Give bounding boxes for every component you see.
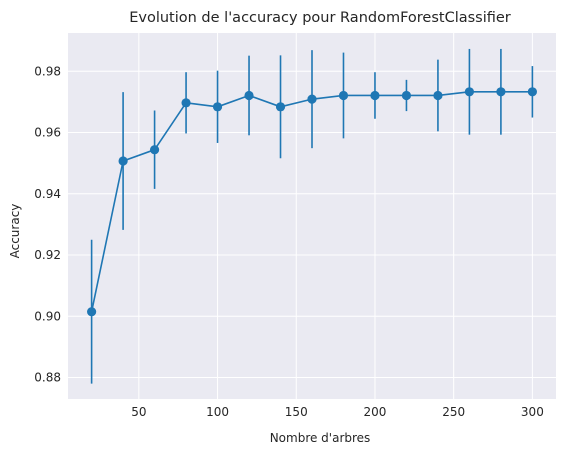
data-point — [87, 307, 97, 317]
data-point — [401, 90, 412, 101]
y-tick-label: 0.96 — [34, 126, 61, 140]
x-axis-label: Nombre d'arbres — [270, 431, 371, 445]
y-tick-label: 0.88 — [34, 371, 61, 385]
chart-title: Evolution de l'accuracy pour RandomFores… — [129, 10, 511, 26]
x-tick-label: 100 — [206, 405, 229, 419]
data-point — [118, 156, 128, 166]
y-tick-label: 0.94 — [34, 187, 61, 201]
y-axis-label: Accuracy — [8, 204, 22, 259]
data-point — [338, 90, 349, 101]
x-axis-ticks: 50 100 150 200 250 300 — [131, 405, 544, 419]
data-point — [433, 90, 443, 101]
x-tick-label: 50 — [131, 405, 146, 419]
x-tick-label: 300 — [521, 405, 544, 419]
y-tick-label: 0.90 — [34, 309, 61, 323]
data-point — [370, 90, 380, 101]
data-point — [149, 145, 160, 155]
data-point — [527, 87, 537, 97]
data-points — [87, 87, 537, 317]
data-point — [212, 102, 223, 112]
data-point — [181, 98, 191, 108]
data-point — [496, 87, 506, 97]
y-axis-ticks: 0.88 0.90 0.92 0.94 0.96 0.98 — [34, 64, 61, 384]
data-point — [275, 102, 286, 112]
y-tick-label: 0.92 — [34, 248, 61, 262]
data-point — [307, 94, 317, 104]
x-tick-label: 150 — [285, 405, 308, 419]
data-point — [244, 90, 254, 101]
x-tick-label: 250 — [442, 405, 465, 419]
data-point — [464, 87, 475, 97]
x-tick-label: 200 — [364, 405, 387, 419]
y-tick-label: 0.98 — [34, 64, 61, 78]
